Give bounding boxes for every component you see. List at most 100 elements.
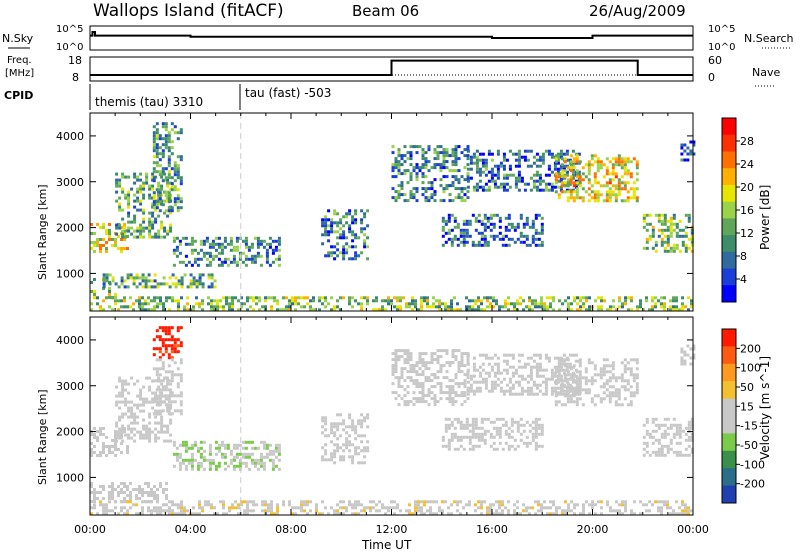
- data-cell: [397, 166, 401, 170]
- data-cell: [170, 358, 174, 362]
- data-cell: [180, 279, 184, 283]
- data-cell: [507, 302, 510, 306]
- data-cell: [226, 257, 230, 261]
- data-cell: [508, 392, 512, 396]
- data-cell: [309, 500, 312, 504]
- data-cell: [447, 237, 451, 241]
- data-cell: [138, 488, 141, 491]
- data-cell: [342, 236, 346, 240]
- data-cell: [681, 296, 684, 300]
- data-cell: [450, 435, 454, 439]
- data-cell: [391, 382, 395, 386]
- data-cell: [152, 197, 156, 201]
- data-cell: [169, 229, 173, 233]
- data-cell: [93, 436, 96, 439]
- data-cell: [186, 302, 189, 306]
- data-cell: [244, 464, 248, 468]
- data-cell: [605, 172, 609, 176]
- data-cell: [170, 373, 174, 377]
- data-cell: [567, 305, 570, 309]
- time-axis-labels: 00:00 04:00 08:00 12:00 16:00 20:00 00:00: [74, 523, 709, 536]
- data-cell: [256, 467, 260, 471]
- data-cell: [632, 196, 636, 200]
- data-cell: [444, 444, 448, 448]
- data-cell: [578, 388, 582, 392]
- data-cell: [153, 273, 157, 277]
- data-cell: [427, 367, 431, 371]
- data-cell: [578, 376, 582, 380]
- data-cell: [96, 497, 99, 500]
- data-cell: [475, 188, 479, 192]
- data-cell: [605, 166, 609, 170]
- data-cell: [176, 338, 180, 342]
- data-cell: [397, 193, 401, 197]
- data-cell: [635, 361, 639, 365]
- data-cell: [541, 161, 545, 165]
- data-cell: [369, 509, 372, 513]
- data-cell: [462, 240, 466, 244]
- data-cell: [223, 446, 227, 450]
- data-cell: [657, 219, 661, 223]
- data-cell: [493, 173, 497, 177]
- data-cell: [243, 512, 246, 516]
- data-cell: [333, 431, 337, 435]
- data-cell: [445, 352, 449, 356]
- data-cell: [614, 403, 618, 407]
- data-cell: [141, 491, 144, 494]
- data-cell: [429, 305, 432, 309]
- data-cell: [415, 190, 419, 194]
- data-cell: [126, 273, 130, 277]
- data-cell: [121, 190, 125, 194]
- data-cell: [614, 196, 618, 200]
- data-cell: [511, 374, 515, 378]
- data-cell: [493, 353, 497, 357]
- data-cell: [522, 441, 526, 445]
- data-cell: [441, 435, 445, 439]
- data-cell: [639, 305, 642, 309]
- data-cell: [538, 383, 542, 387]
- data-cell: [270, 506, 273, 510]
- data-cell: [208, 464, 212, 468]
- data-cell: [177, 299, 180, 303]
- data-cell: [208, 467, 212, 471]
- data-cell: [557, 172, 561, 176]
- data-cell: [611, 166, 615, 170]
- data-cell: [277, 263, 281, 267]
- data-cell: [496, 383, 500, 387]
- data-cell: [578, 370, 582, 374]
- data-cell: [581, 172, 585, 176]
- data-cell: [190, 446, 194, 450]
- data-cell: [528, 512, 531, 516]
- data-cell: [522, 225, 526, 229]
- data-cell: [599, 166, 603, 170]
- data-cell: [145, 436, 149, 440]
- data-cell: [153, 494, 156, 497]
- data-cell: [411, 299, 414, 303]
- data-cell: [130, 412, 134, 416]
- data-cell: [466, 176, 470, 180]
- data-cell: [447, 441, 451, 445]
- data-cell: [430, 379, 434, 383]
- data-cell: [456, 447, 460, 451]
- data-cell: [160, 220, 164, 224]
- data-cell: [439, 166, 443, 170]
- data-cell: [523, 362, 527, 366]
- data-cell: [273, 296, 276, 300]
- data-cell: [690, 435, 694, 439]
- data-cell: [617, 160, 621, 164]
- data-cell: [675, 296, 678, 300]
- data-cell: [611, 190, 615, 194]
- data-cell: [294, 512, 297, 516]
- data-cell: [433, 163, 437, 167]
- data-cell: [596, 166, 600, 170]
- data-cell: [462, 234, 466, 238]
- data-cell: [99, 430, 102, 433]
- data-cell: [444, 426, 448, 430]
- data-cell: [271, 239, 275, 243]
- data-cell: [678, 423, 682, 427]
- data-cell: [270, 500, 273, 504]
- data-cell: [162, 302, 165, 306]
- data-cell: [223, 461, 227, 465]
- data-cell: [605, 358, 609, 362]
- data-cell: [173, 400, 177, 404]
